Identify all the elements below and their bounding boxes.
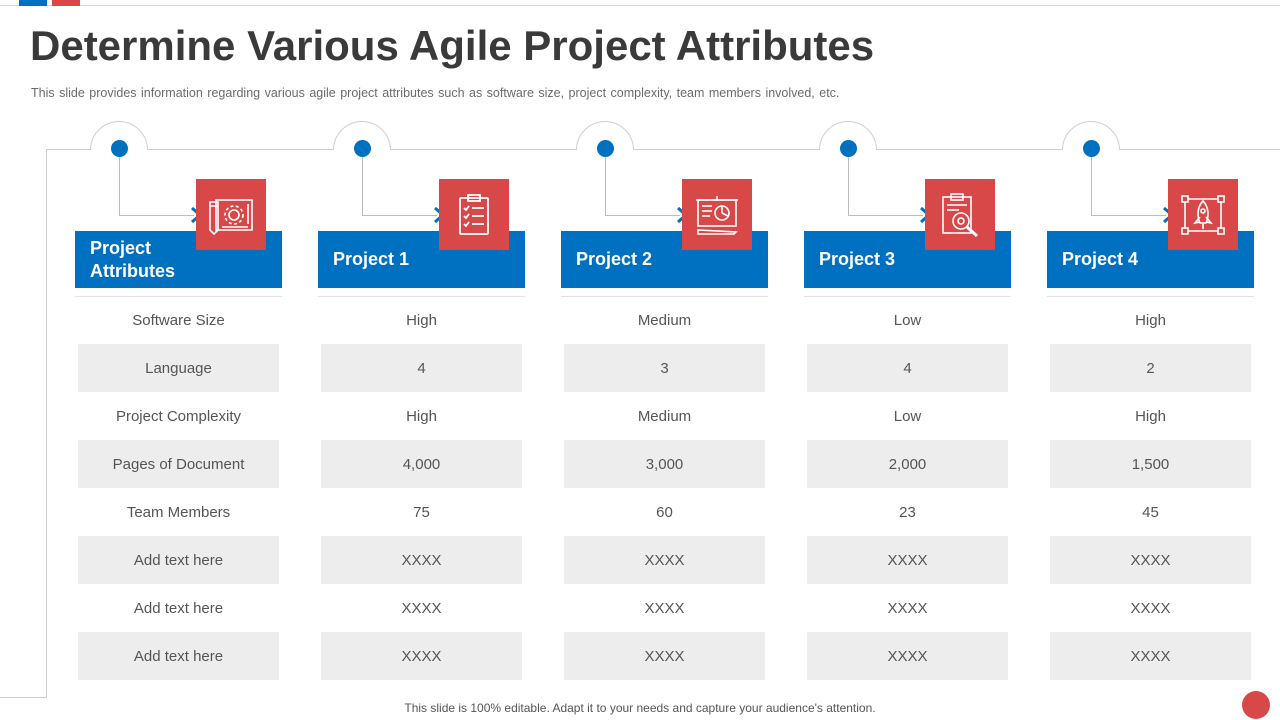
table-cell: High [406,407,437,425]
timeline-dot [1083,140,1100,157]
table-cell: 23 [899,503,916,521]
frame-line-top [46,149,1280,150]
column-header: Project 4 [1047,231,1254,288]
table-cell: 4 [321,344,522,392]
column-header: Project Attributes [75,231,282,288]
table-cell: XXXX [887,599,928,617]
corner-dot [1242,691,1270,719]
table-cell: XXXX [644,599,685,617]
footer-text: This slide is 100% editable. Adapt it to… [404,701,876,715]
table-cell: 3 [564,344,765,392]
column-header: Project 3 [804,231,1011,288]
clipboard-checklist-icon [459,193,489,235]
footer-note: This slide is 100% editable. Adapt it to… [0,701,1280,715]
table-cell: High [318,296,525,344]
table-cell: XXXX [1050,536,1251,584]
presentation-board-icon [696,195,738,235]
table-cell: Pages of Document [78,440,279,488]
values-list: Low 4 Low 2,000 23 XXXX XXXX XXXX [804,296,1011,680]
table-cell: XXXX [564,536,765,584]
values-list: High 4 High 4,000 75 XXXX XXXX XXXX [318,296,525,680]
blueprint-gear-icon [209,198,253,235]
table-cell: XXXX [321,536,522,584]
accent-bar-red [52,0,80,6]
column-project-attributes: Project Attributes Software Size Languag… [75,0,282,720]
rocket-launch-icon [1181,194,1225,235]
table-cell: 3,000 [564,440,765,488]
document-search-gear-icon [942,192,979,237]
column-project-1: Project 1 High 4 High 4,000 75 XXXX XXXX… [318,0,525,720]
table-cell: Add text here [78,536,279,584]
icon-tile [682,179,752,250]
connector-horizontal [605,215,680,216]
table-cell: Medium [637,407,692,425]
slide-subtitle: This slide provides information regardin… [31,86,840,100]
table-cell: XXXX [807,536,1008,584]
table-cell: Add text here [78,632,279,680]
connector-vertical [605,157,606,215]
table-cell: XXXX [1130,599,1171,617]
timeline-dot [840,140,857,157]
attributes-list: Software Size Language Project Complexit… [75,296,282,680]
table-cell: XXXX [1050,632,1251,680]
connector-vertical [1091,157,1092,215]
table-cell: Add text here [133,599,224,617]
table-cell: 2 [1050,344,1251,392]
connector-horizontal [848,215,923,216]
table-cell: Language [78,344,279,392]
table-cell: Medium [561,296,768,344]
values-list: Medium 3 Medium 3,000 60 XXXX XXXX XXXX [561,296,768,680]
accent-bar-blue [19,0,47,6]
table-cell: Software Size [75,296,282,344]
table-cell: Low [804,296,1011,344]
column-project-3: Project 3 Low 4 Low 2,000 23 XXXX XXXX X… [804,0,1011,720]
table-cell: Team Members [126,503,231,521]
connector-horizontal [362,215,437,216]
connector-vertical [119,157,120,215]
table-cell: High [1135,407,1166,425]
column-project-4: Project 4 High 2 High 1,500 [1047,0,1254,720]
frame-line-bottom [0,697,47,698]
table-cell: 4 [807,344,1008,392]
table-cell: XXXX [807,632,1008,680]
connector-horizontal [1091,215,1166,216]
table-cell: High [1047,296,1254,344]
column-project-2: Project 2 Medium 3 Medium 3,000 60 XXXX … [561,0,768,720]
table-cell: 60 [656,503,673,521]
connector-vertical [848,157,849,215]
table-cell: Low [893,407,922,425]
table-cell: 45 [1142,503,1159,521]
table-cell: 75 [413,503,430,521]
connector-horizontal [119,215,194,216]
connector-vertical [362,157,363,215]
table-cell: XXXX [401,599,442,617]
table-cell: XXXX [564,632,765,680]
timeline-dot [111,140,128,157]
table-cell: XXXX [321,632,522,680]
top-divider [0,5,1280,6]
timeline-dot [354,140,371,157]
frame-line-vertical [46,149,47,697]
icon-tile [439,179,509,250]
table-cell: 2,000 [807,440,1008,488]
values-list: High 2 High 1,500 45 XXXX XXXX XXXX [1047,296,1254,680]
icon-tile [925,179,995,250]
icon-tile [196,179,266,250]
table-cell: Project Complexity [115,407,242,425]
table-cell: 4,000 [321,440,522,488]
timeline-dot [597,140,614,157]
icon-tile [1168,179,1238,250]
table-cell: 1,500 [1050,440,1251,488]
slide-title: Determine Various Agile Project Attribut… [30,22,875,69]
